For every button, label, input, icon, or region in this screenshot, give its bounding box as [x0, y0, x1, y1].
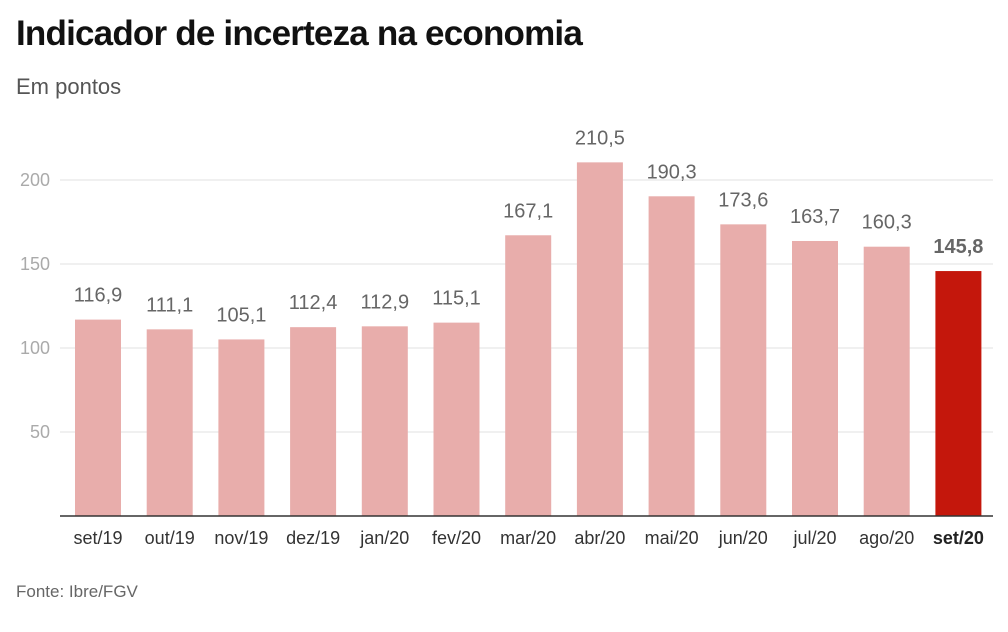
x-tick-label: ago/20 — [859, 528, 914, 548]
x-tick-label: abr/20 — [574, 528, 625, 548]
x-tick-label: fev/20 — [432, 528, 481, 548]
data-label: 116,9 — [74, 285, 123, 307]
x-tick-label: dez/19 — [286, 528, 340, 548]
data-label: 167,1 — [503, 200, 553, 222]
bar — [863, 246, 910, 517]
data-label: 112,9 — [361, 291, 410, 313]
x-tick-label: nov/19 — [214, 528, 268, 548]
y-tick-label: 200 — [20, 170, 50, 190]
bar — [505, 235, 552, 516]
bar — [218, 339, 265, 516]
data-label: 210,5 — [575, 127, 625, 149]
bar — [75, 319, 121, 516]
bar — [290, 327, 337, 516]
x-tick-label: mai/20 — [645, 528, 699, 548]
data-label: 173,6 — [718, 189, 768, 211]
bar — [935, 271, 982, 516]
x-tick-label: set/20 — [933, 528, 984, 548]
y-tick-label: 150 — [20, 254, 50, 274]
data-label: 111,1 — [146, 294, 193, 316]
x-tick-label: jul/20 — [792, 528, 836, 548]
bar — [361, 326, 408, 516]
x-tick-label: mar/20 — [500, 528, 556, 548]
x-tick-label: jan/20 — [359, 528, 409, 548]
data-label: 160,3 — [862, 212, 912, 234]
bar — [720, 224, 767, 517]
bar — [433, 322, 480, 516]
bar — [648, 196, 695, 516]
y-tick-label: 100 — [20, 338, 50, 358]
source-note: Fonte: Ibre/FGV — [16, 582, 138, 601]
data-label: 112,4 — [289, 292, 338, 314]
bar — [576, 162, 623, 517]
bar — [792, 240, 838, 516]
data-label: 190,3 — [647, 161, 697, 183]
chart-subtitle: Em pontos — [16, 74, 122, 99]
data-label: 115,1 — [432, 288, 481, 310]
x-tick-label: set/19 — [73, 528, 122, 548]
y-tick-label: 50 — [30, 422, 50, 442]
data-label: 163,7 — [790, 206, 840, 228]
x-tick-label: jun/20 — [718, 528, 768, 548]
data-label: 105,1 — [216, 304, 266, 326]
x-tick-label: out/19 — [145, 528, 195, 548]
chart-title: Indicador de incerteza na economia — [16, 14, 583, 53]
bar — [146, 329, 193, 516]
data-label: 145,8 — [933, 236, 983, 258]
